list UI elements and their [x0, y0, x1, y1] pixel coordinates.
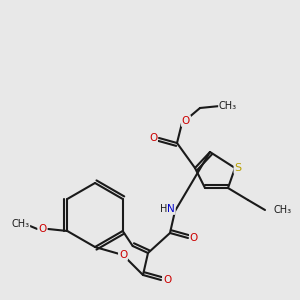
Text: O: O: [119, 250, 127, 260]
Text: O: O: [182, 116, 190, 126]
Text: CH₃: CH₃: [219, 101, 237, 111]
Text: S: S: [234, 163, 242, 173]
Text: O: O: [38, 224, 46, 234]
Text: N: N: [167, 204, 175, 214]
Text: O: O: [190, 233, 198, 243]
Text: O: O: [149, 133, 157, 143]
Text: CH₃: CH₃: [273, 205, 291, 215]
Text: O: O: [163, 275, 171, 285]
Text: H: H: [160, 204, 168, 214]
Text: CH₃: CH₃: [11, 219, 29, 229]
